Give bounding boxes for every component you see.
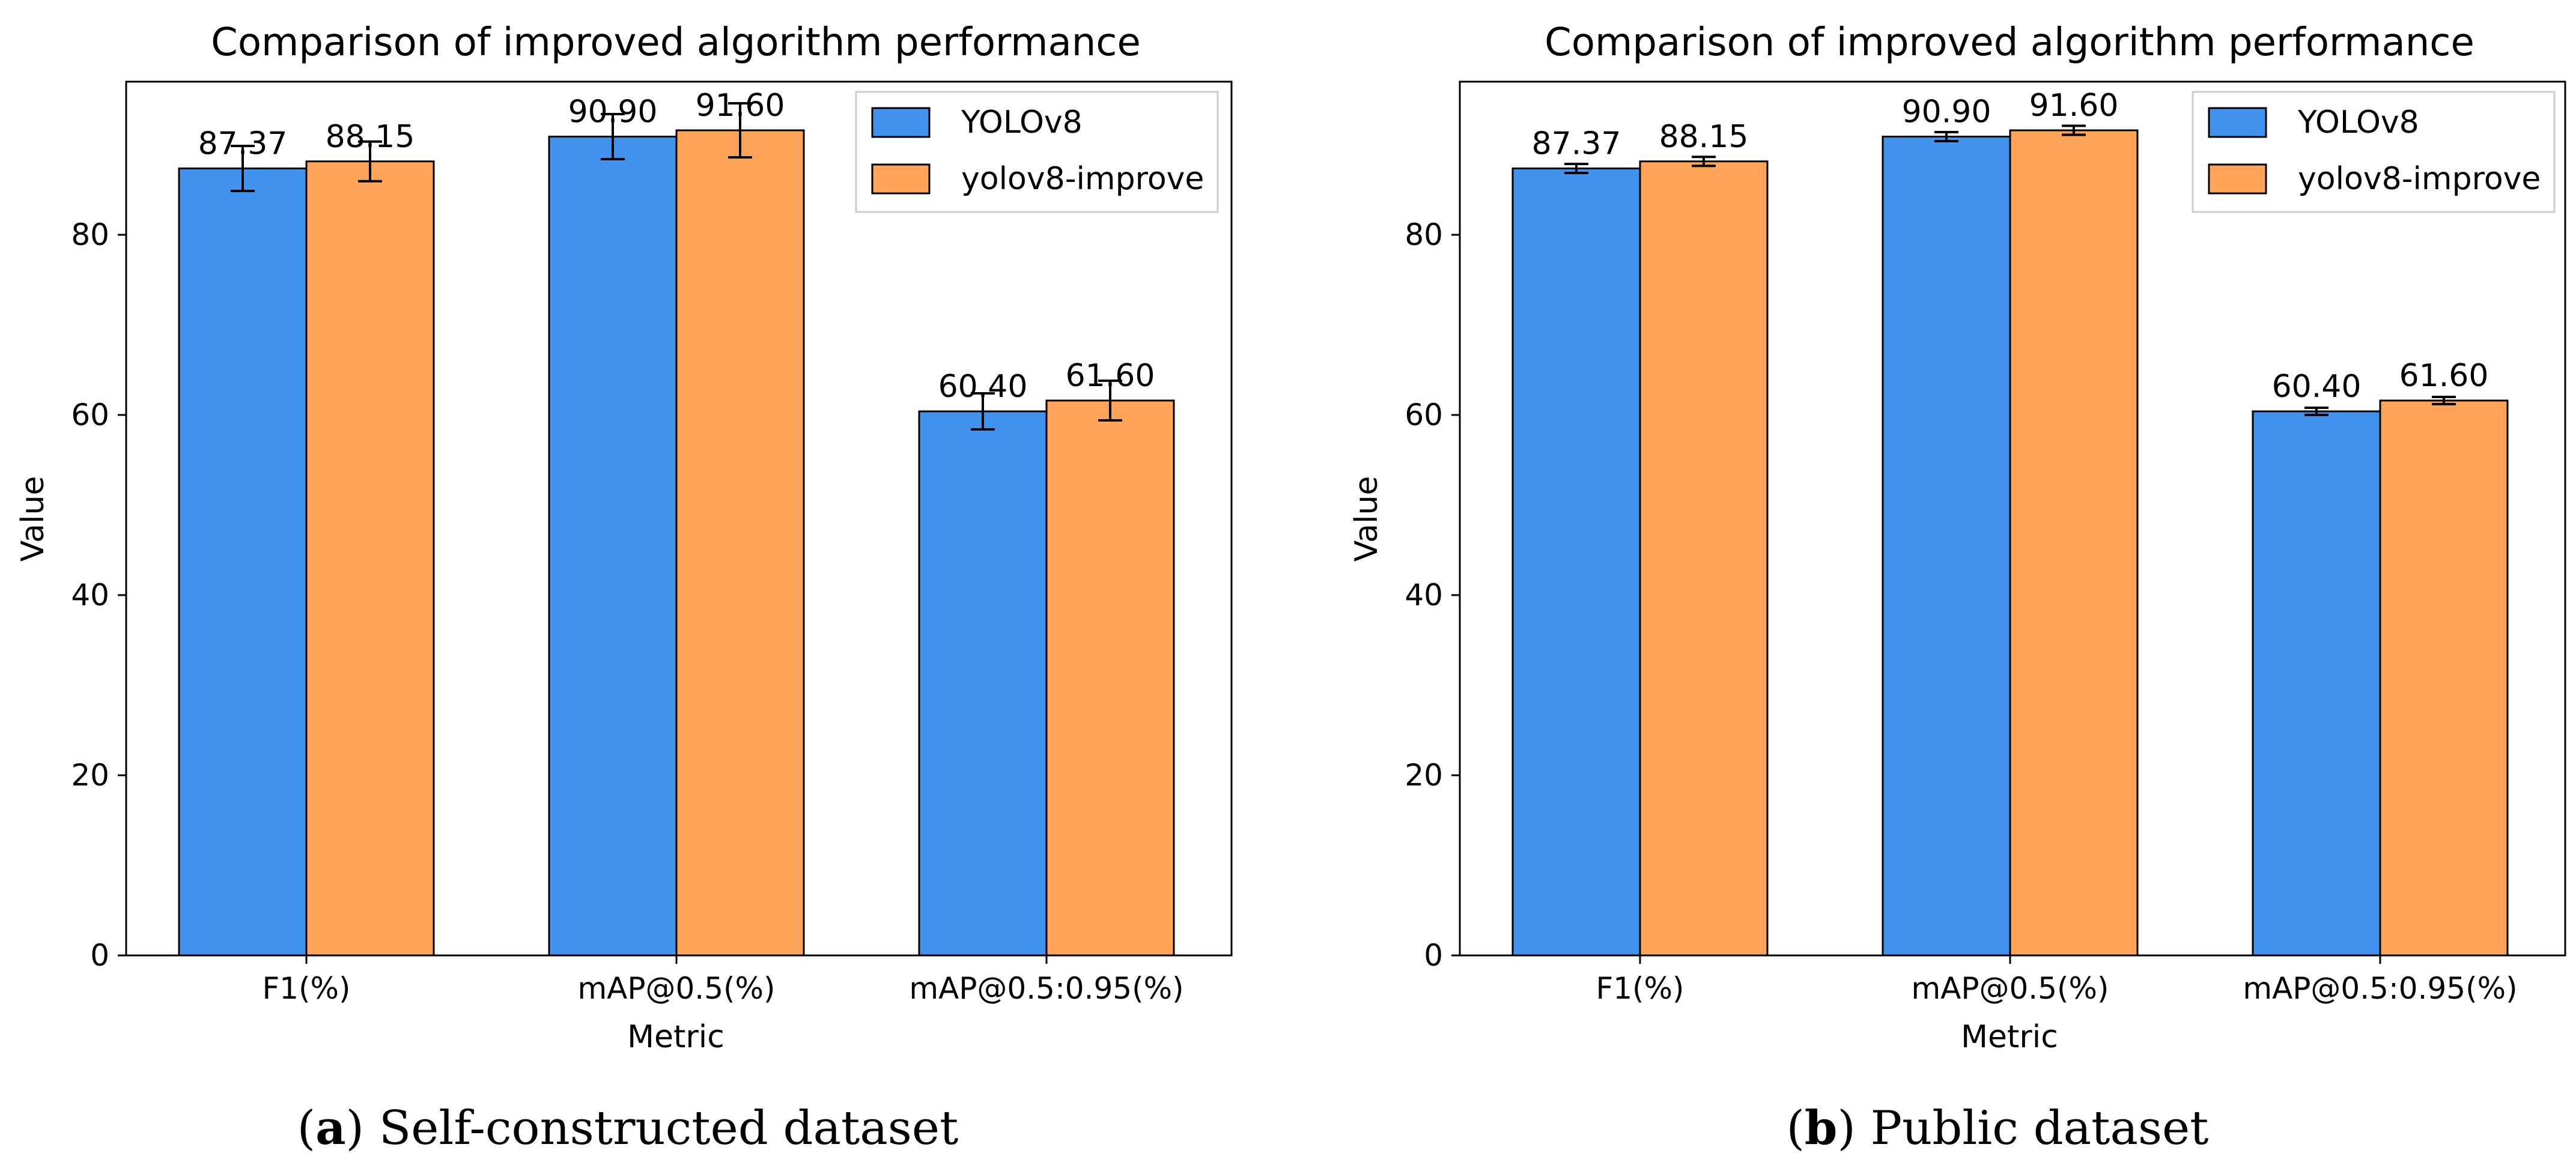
legend-swatch-yolov8 bbox=[2208, 107, 2267, 138]
y-tick-label: 0 bbox=[1424, 938, 1443, 973]
x-tick-label: mAP@0.5:0.95(%) bbox=[2243, 971, 2517, 1006]
legend-label-yolov8-improve: yolov8-improve bbox=[2298, 161, 2541, 197]
bar bbox=[1882, 136, 2011, 957]
data-label: 90.90 bbox=[568, 94, 658, 130]
bar bbox=[2252, 410, 2381, 957]
data-label: 60.40 bbox=[2272, 369, 2362, 405]
bar bbox=[1045, 399, 1175, 957]
y-tick-label: 0 bbox=[90, 938, 109, 973]
data-labels: 87.37 90.90 60.40 88.15 91.60 61.60 bbox=[198, 88, 1155, 405]
x-axis-ticks: F1(%) mAP@0.5(%) mAP@0.5:0.95(%) bbox=[262, 955, 1184, 1006]
y-tick-label: 20 bbox=[71, 758, 109, 793]
x-tick-label: mAP@0.5(%) bbox=[577, 971, 775, 1006]
plot-frame bbox=[1459, 80, 2566, 957]
legend-swatch-yolov8-improve bbox=[2208, 163, 2267, 195]
bars bbox=[1511, 129, 2509, 957]
bar bbox=[675, 129, 805, 957]
bar bbox=[548, 136, 678, 957]
legend-swatch-yolov8 bbox=[871, 107, 931, 138]
plot-frame bbox=[125, 80, 1233, 957]
bar bbox=[305, 160, 435, 957]
y-tick-label: 20 bbox=[1405, 758, 1443, 793]
caption-text: Self-constructed dataset bbox=[364, 1101, 958, 1155]
caption-letter: a bbox=[315, 1101, 346, 1155]
x-axis-label: Metric bbox=[627, 1019, 724, 1055]
legend-label-yolov8: YOLOv8 bbox=[961, 104, 1083, 141]
data-label: 87.37 bbox=[1532, 126, 1621, 162]
bar bbox=[2379, 399, 2509, 957]
legend-label-yolov8-improve: yolov8-improve bbox=[961, 161, 1204, 197]
caption-a: (a) Self-constructed dataset bbox=[297, 1101, 959, 1155]
x-tick-label: mAP@0.5(%) bbox=[1911, 971, 2109, 1006]
bars bbox=[178, 129, 1175, 957]
y-tick-label: 40 bbox=[1405, 578, 1443, 613]
error-bars bbox=[1564, 124, 2456, 416]
chart-title: Comparison of improved algorithm perform… bbox=[211, 20, 1141, 65]
data-labels: 87.37 90.90 60.40 88.15 91.60 61.60 bbox=[1532, 88, 2489, 405]
y-axis-label: Value bbox=[1349, 476, 1385, 562]
bar bbox=[2009, 129, 2139, 957]
legend: YOLOv8 yolov8-improve bbox=[2192, 91, 2556, 213]
y-axis-ticks: 0 20 40 60 80 bbox=[71, 217, 126, 973]
legend: YOLOv8 yolov8-improve bbox=[855, 91, 1219, 213]
error-bars bbox=[231, 102, 1122, 431]
data-label: 88.15 bbox=[1659, 119, 1749, 155]
y-tick-label: 60 bbox=[71, 398, 109, 432]
y-axis-ticks: 0 20 40 60 80 bbox=[1405, 217, 1460, 973]
chart-public: Comparison of improved algorithm perform… bbox=[1349, 20, 2566, 1155]
x-axis-label: Metric bbox=[1961, 1019, 2058, 1055]
data-label: 61.60 bbox=[1066, 358, 1155, 394]
x-tick-label: F1(%) bbox=[1596, 971, 1684, 1006]
bar bbox=[178, 167, 308, 957]
data-label: 87.37 bbox=[198, 126, 288, 162]
bar bbox=[1511, 167, 1641, 957]
y-axis-label: Value bbox=[15, 476, 51, 562]
data-label: 91.60 bbox=[2029, 88, 2119, 124]
bar bbox=[918, 410, 1048, 957]
bar bbox=[1639, 160, 1769, 957]
legend-swatch-yolov8-improve bbox=[871, 163, 931, 195]
data-label: 91.60 bbox=[696, 88, 785, 124]
data-label: 90.90 bbox=[1902, 94, 1991, 130]
caption-text: Public dataset bbox=[1856, 1101, 2209, 1155]
y-tick-label: 60 bbox=[1405, 398, 1443, 432]
chart-self-constructed: Comparison of improved algorithm perform… bbox=[15, 20, 1233, 1155]
caption-letter: b bbox=[1805, 1101, 1838, 1155]
data-label: 61.60 bbox=[2399, 358, 2489, 394]
x-axis-ticks: F1(%) mAP@0.5(%) mAP@0.5:0.95(%) bbox=[1596, 955, 2518, 1006]
x-tick-label: mAP@0.5:0.95(%) bbox=[909, 971, 1183, 1006]
legend-label-yolov8: YOLOv8 bbox=[2297, 104, 2419, 141]
y-tick-label: 80 bbox=[71, 217, 109, 252]
chart-title: Comparison of improved algorithm perform… bbox=[1545, 20, 2474, 65]
data-label: 88.15 bbox=[326, 119, 415, 155]
y-tick-label: 80 bbox=[1405, 217, 1443, 252]
y-tick-label: 40 bbox=[71, 578, 109, 613]
data-label: 60.40 bbox=[938, 369, 1028, 405]
x-tick-label: F1(%) bbox=[262, 971, 350, 1006]
caption-b: (b) Public dataset bbox=[1786, 1101, 2208, 1155]
